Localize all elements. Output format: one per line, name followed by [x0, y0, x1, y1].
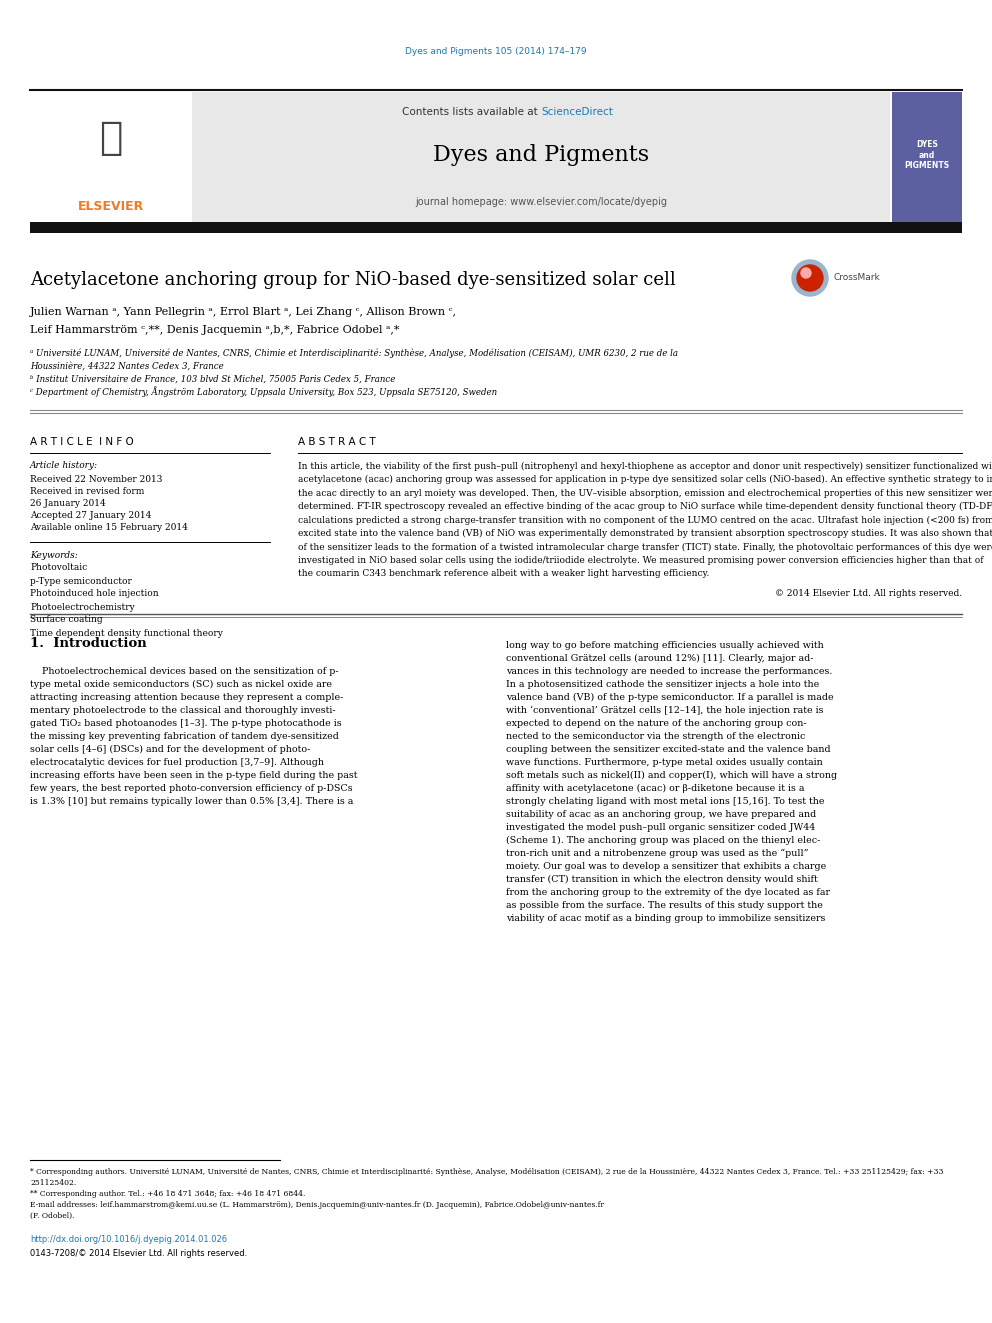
Text: CrossMark: CrossMark: [834, 274, 881, 283]
Circle shape: [792, 261, 828, 296]
Text: is 1.3% [10] but remains typically lower than 0.5% [3,4]. There is a: is 1.3% [10] but remains typically lower…: [30, 796, 353, 806]
Text: Leif Hammarström ᶜ,**, Denis Jacquemin ᵃ,b,*, Fabrice Odobel ᵃ,*: Leif Hammarström ᶜ,**, Denis Jacquemin ᵃ…: [30, 325, 400, 335]
Text: (F. Odobel).: (F. Odobel).: [30, 1212, 74, 1220]
Text: 🌲: 🌲: [99, 119, 123, 157]
Text: http://dx.doi.org/10.1016/j.dyepig.2014.01.026: http://dx.doi.org/10.1016/j.dyepig.2014.…: [30, 1236, 227, 1245]
Text: wave functions. Furthermore, p-type metal oxides usually contain: wave functions. Furthermore, p-type meta…: [506, 758, 822, 767]
Text: of the sensitizer leads to the formation of a twisted intramolecular charge tran: of the sensitizer leads to the formation…: [298, 542, 992, 552]
Text: In a photosensitized cathode the sensitizer injects a hole into the: In a photosensitized cathode the sensiti…: [506, 680, 819, 689]
Text: increasing efforts have been seen in the p-type field during the past: increasing efforts have been seen in the…: [30, 771, 357, 781]
Text: ᵇ Institut Universitaire de France, 103 blvd St Michel, 75005 Paris Cedex 5, Fra: ᵇ Institut Universitaire de France, 103 …: [30, 374, 396, 384]
Text: 26 January 2014: 26 January 2014: [30, 499, 106, 508]
Text: * Corresponding authors. Université LUNAM, Université de Nantes, CNRS, Chimie et: * Corresponding authors. Université LUNA…: [30, 1168, 943, 1176]
Text: from the anchoring group to the extremity of the dye located as far: from the anchoring group to the extremit…: [506, 888, 830, 897]
Text: with ‘conventional’ Grätzel cells [12–14], the hole injection rate is: with ‘conventional’ Grätzel cells [12–14…: [506, 706, 823, 716]
Text: suitability of acac as an anchoring group, we have prepared and: suitability of acac as an anchoring grou…: [506, 810, 816, 819]
Text: Received 22 November 2013: Received 22 November 2013: [30, 475, 163, 483]
Text: Acetylacetone anchoring group for NiO-based dye-sensitized solar cell: Acetylacetone anchoring group for NiO-ba…: [30, 271, 676, 288]
Text: few years, the best reported photo-conversion efficiency of p-DSCs: few years, the best reported photo-conve…: [30, 785, 352, 792]
Text: 1.  Introduction: 1. Introduction: [30, 636, 147, 650]
Circle shape: [797, 265, 823, 291]
Text: the acac directly to an aryl moiety was developed. Then, the UV–visible absorpti: the acac directly to an aryl moiety was …: [298, 488, 992, 497]
Text: Photovoltaic: Photovoltaic: [30, 564, 87, 573]
Text: investigated in NiO based solar cells using the iodide/triiodide electrolyte. We: investigated in NiO based solar cells us…: [298, 556, 983, 565]
Text: A R T I C L E  I N F O: A R T I C L E I N F O: [30, 437, 134, 447]
Text: nected to the semiconductor via the strength of the electronic: nected to the semiconductor via the stre…: [506, 732, 806, 741]
Text: ELSEVIER: ELSEVIER: [78, 201, 144, 213]
Text: attracting increasing attention because they represent a comple-: attracting increasing attention because …: [30, 693, 343, 703]
Text: 0143-7208/© 2014 Elsevier Ltd. All rights reserved.: 0143-7208/© 2014 Elsevier Ltd. All right…: [30, 1249, 247, 1258]
Text: solar cells [4–6] (DSCs) and for the development of photo-: solar cells [4–6] (DSCs) and for the dev…: [30, 745, 310, 754]
Text: Keywords:: Keywords:: [30, 550, 77, 560]
Text: vances in this technology are needed to increase the performances.: vances in this technology are needed to …: [506, 667, 832, 676]
Text: ᶜ Department of Chemistry, Ångström Laboratory, Uppsala University, Box 523, Upp: ᶜ Department of Chemistry, Ångström Labo…: [30, 386, 497, 397]
Text: Available online 15 February 2014: Available online 15 February 2014: [30, 523, 187, 532]
Text: electrocatalytic devices for fuel production [3,7–9]. Although: electrocatalytic devices for fuel produc…: [30, 758, 324, 767]
Bar: [30, 93, 192, 222]
Text: In this article, the viability of the first push–pull (nitrophenyl and hexyl-thi: In this article, the viability of the fi…: [298, 462, 992, 471]
Text: (Scheme 1). The anchoring group was placed on the thienyl elec-: (Scheme 1). The anchoring group was plac…: [506, 836, 820, 845]
Text: long way to go before matching efficiencies usually achieved with: long way to go before matching efficienc…: [506, 642, 823, 650]
Text: excited state into the valence band (VB) of NiO was experimentally demonstrated : excited state into the valence band (VB)…: [298, 529, 992, 538]
Text: tron-rich unit and a nitrobenzene group was used as the “pull”: tron-rich unit and a nitrobenzene group …: [506, 849, 808, 859]
Bar: [192, 93, 890, 222]
Bar: [892, 93, 962, 222]
Text: Dyes and Pigments: Dyes and Pigments: [433, 144, 649, 165]
Text: viability of acac motif as a binding group to immobilize sensitizers: viability of acac motif as a binding gro…: [506, 914, 825, 923]
Text: type metal oxide semiconductors (SC) such as nickel oxide are: type metal oxide semiconductors (SC) suc…: [30, 680, 332, 689]
Text: expected to depend on the nature of the anchoring group con-: expected to depend on the nature of the …: [506, 718, 806, 728]
Bar: [30, 222, 962, 233]
Text: gated TiO₂ based photoanodes [1–3]. The p-type photocathode is: gated TiO₂ based photoanodes [1–3]. The …: [30, 718, 341, 728]
Text: acetylacetone (acac) anchoring group was assessed for application in p-type dye : acetylacetone (acac) anchoring group was…: [298, 475, 992, 484]
Text: Photoelectrochemical devices based on the sensitization of p-: Photoelectrochemical devices based on th…: [30, 667, 338, 676]
Text: p-Type semiconductor: p-Type semiconductor: [30, 577, 132, 586]
Text: valence band (VB) of the p-type semiconductor. If a parallel is made: valence band (VB) of the p-type semicond…: [506, 693, 833, 703]
Text: transfer (CT) transition in which the electron density would shift: transfer (CT) transition in which the el…: [506, 875, 817, 884]
Text: ** Corresponding author. Tel.: +46 18 471 3648; fax: +46 18 471 6844.: ** Corresponding author. Tel.: +46 18 47…: [30, 1189, 306, 1199]
Text: determined. FT-IR spectroscopy revealed an effective binding of the acac group t: determined. FT-IR spectroscopy revealed …: [298, 501, 992, 511]
Text: moiety. Our goal was to develop a sensitizer that exhibits a charge: moiety. Our goal was to develop a sensit…: [506, 863, 826, 871]
Circle shape: [801, 269, 811, 278]
Text: Received in revised form: Received in revised form: [30, 487, 145, 496]
Text: Photoelectrochemistry: Photoelectrochemistry: [30, 602, 135, 611]
Text: © 2014 Elsevier Ltd. All rights reserved.: © 2014 Elsevier Ltd. All rights reserved…: [775, 589, 962, 598]
Text: Accepted 27 January 2014: Accepted 27 January 2014: [30, 511, 152, 520]
Text: the coumarin C343 benchmark reference albeit with a weaker light harvesting effi: the coumarin C343 benchmark reference al…: [298, 569, 709, 578]
Text: Julien Warnan ᵃ, Yann Pellegrin ᵃ, Errol Blart ᵃ, Lei Zhang ᶜ, Allison Brown ᶜ,: Julien Warnan ᵃ, Yann Pellegrin ᵃ, Errol…: [30, 307, 457, 318]
Text: mentary photoelectrode to the classical and thoroughly investi-: mentary photoelectrode to the classical …: [30, 706, 335, 714]
Text: soft metals such as nickel(II) and copper(I), which will have a strong: soft metals such as nickel(II) and coppe…: [506, 771, 837, 781]
Text: journal homepage: www.elsevier.com/locate/dyepig: journal homepage: www.elsevier.com/locat…: [415, 197, 667, 206]
Text: Photoinduced hole injection: Photoinduced hole injection: [30, 590, 159, 598]
Text: Time dependent density functional theory: Time dependent density functional theory: [30, 628, 223, 638]
Text: the missing key preventing fabrication of tandem dye-sensitized: the missing key preventing fabrication o…: [30, 732, 339, 741]
Text: ᵃ Université LUNAM, Université de Nantes, CNRS, Chimie et Interdisciplinarité: S: ᵃ Université LUNAM, Université de Nantes…: [30, 348, 678, 357]
Text: DYES
and
PIGMENTS: DYES and PIGMENTS: [905, 140, 949, 169]
Text: E-mail addresses: leif.hammarstrom@kemi.uu.se (L. Hammarström), Denis.jacquemin@: E-mail addresses: leif.hammarstrom@kemi.…: [30, 1201, 604, 1209]
Text: Surface coating: Surface coating: [30, 615, 102, 624]
Text: investigated the model push–pull organic sensitizer coded JW44: investigated the model push–pull organic…: [506, 823, 815, 832]
Text: calculations predicted a strong charge-transfer transition with no component of : calculations predicted a strong charge-t…: [298, 516, 992, 524]
Text: strongly chelating ligand with most metal ions [15,16]. To test the: strongly chelating ligand with most meta…: [506, 796, 824, 806]
Text: conventional Grätzel cells (around 12%) [11]. Clearly, major ad-: conventional Grätzel cells (around 12%) …: [506, 654, 813, 663]
Text: Article history:: Article history:: [30, 462, 98, 471]
Text: Dyes and Pigments 105 (2014) 174–179: Dyes and Pigments 105 (2014) 174–179: [405, 48, 587, 57]
Text: 251125402.: 251125402.: [30, 1179, 76, 1187]
Text: A B S T R A C T: A B S T R A C T: [298, 437, 376, 447]
Text: Houssinière, 44322 Nantes Cedex 3, France: Houssinière, 44322 Nantes Cedex 3, Franc…: [30, 361, 224, 370]
Text: affinity with acetylacetone (acac) or β-diketone because it is a: affinity with acetylacetone (acac) or β-…: [506, 785, 805, 792]
Text: coupling between the sensitizer excited-state and the valence band: coupling between the sensitizer excited-…: [506, 745, 830, 754]
Text: ScienceDirect: ScienceDirect: [541, 107, 613, 116]
Text: Contents lists available at: Contents lists available at: [402, 107, 541, 116]
Text: as possible from the surface. The results of this study support the: as possible from the surface. The result…: [506, 901, 823, 910]
